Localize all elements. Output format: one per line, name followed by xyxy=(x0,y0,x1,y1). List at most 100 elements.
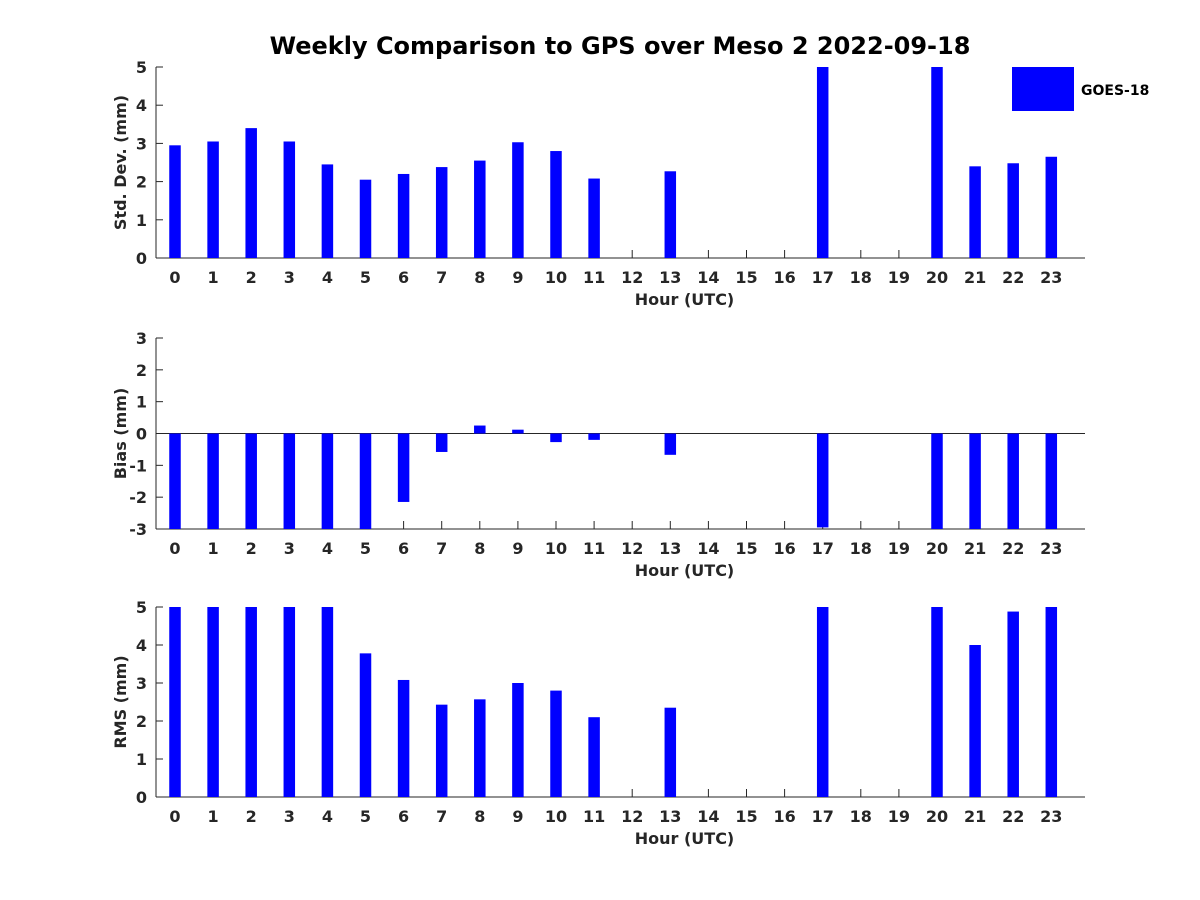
bar xyxy=(359,653,372,797)
bar xyxy=(969,433,981,529)
x-tick-label: 8 xyxy=(474,807,485,826)
x-tick-label: 23 xyxy=(1040,268,1062,287)
y-tick-label: 2 xyxy=(136,173,147,192)
bar xyxy=(969,166,981,258)
bar xyxy=(550,433,562,443)
x-tick-label: 8 xyxy=(474,268,485,287)
x-tick-label: 10 xyxy=(545,268,567,287)
bar xyxy=(321,164,334,258)
x-tick-label: 6 xyxy=(398,807,409,826)
x-tick-label: 6 xyxy=(398,539,409,558)
y-tick-label: 2 xyxy=(136,712,147,731)
bar xyxy=(397,173,410,258)
x-tick-label: 3 xyxy=(284,539,295,558)
x-tick-label: 11 xyxy=(583,268,605,287)
chart-title: Weekly Comparison to GPS over Meso 2 202… xyxy=(270,32,971,60)
y-tick-label: 2 xyxy=(136,361,147,380)
bar xyxy=(1045,433,1058,529)
y-axis-label: Std. Dev. (mm) xyxy=(111,95,130,230)
x-tick-label: 12 xyxy=(621,268,643,287)
y-tick-label: 3 xyxy=(136,134,147,153)
x-tick-label: 10 xyxy=(545,539,567,558)
x-tick-label: 19 xyxy=(888,539,910,558)
x-tick-label: 21 xyxy=(964,268,986,287)
x-tick-label: 14 xyxy=(697,539,719,558)
bar xyxy=(321,433,334,529)
x-tick-label: 14 xyxy=(697,268,719,287)
bar xyxy=(245,607,257,797)
x-tick-label: 7 xyxy=(436,807,447,826)
x-tick-label: 18 xyxy=(850,807,872,826)
x-tick-label: 4 xyxy=(322,268,333,287)
y-tick-label: 3 xyxy=(136,674,147,693)
y-tick-label: -1 xyxy=(129,456,147,475)
x-tick-label: 7 xyxy=(436,539,447,558)
x-tick-label: 9 xyxy=(512,539,523,558)
x-tick-label: 5 xyxy=(360,807,371,826)
x-tick-label: 8 xyxy=(474,539,485,558)
y-axis-label: RMS (mm) xyxy=(111,655,130,748)
x-tick-label: 13 xyxy=(659,539,681,558)
bar xyxy=(169,145,181,258)
x-tick-label: 14 xyxy=(697,807,719,826)
y-tick-label: 4 xyxy=(136,636,147,655)
bar xyxy=(474,160,486,258)
bar xyxy=(588,717,600,797)
bar xyxy=(969,645,981,797)
bar xyxy=(169,607,181,797)
x-tick-label: 16 xyxy=(773,268,795,287)
bar xyxy=(245,128,257,258)
x-tick-label: 9 xyxy=(512,268,523,287)
x-tick-label: 12 xyxy=(621,807,643,826)
x-tick-label: 1 xyxy=(208,268,219,287)
y-axis-label: Bias (mm) xyxy=(111,388,130,480)
x-tick-label: 22 xyxy=(1002,807,1024,826)
bar xyxy=(1007,433,1019,529)
x-tick-label: 19 xyxy=(888,268,910,287)
bar xyxy=(931,607,943,797)
bar xyxy=(1045,156,1058,258)
x-tick-label: 13 xyxy=(659,268,681,287)
y-tick-label: 5 xyxy=(136,58,147,77)
y-tick-label: -3 xyxy=(129,520,147,539)
bar xyxy=(1007,611,1019,797)
bar xyxy=(1045,607,1058,797)
x-tick-label: 11 xyxy=(583,539,605,558)
y-tick-label: 4 xyxy=(136,96,147,115)
bar xyxy=(359,433,372,529)
y-tick-label: 5 xyxy=(136,598,147,617)
bar xyxy=(435,433,448,452)
bar xyxy=(359,179,372,258)
x-tick-label: 17 xyxy=(812,268,834,287)
x-axis-label: Hour (UTC) xyxy=(635,561,735,580)
bar xyxy=(816,67,829,258)
y-tick-label: 1 xyxy=(136,393,147,412)
bar xyxy=(207,607,219,797)
bar xyxy=(512,142,524,258)
bar xyxy=(207,433,219,529)
x-tick-label: 3 xyxy=(284,268,295,287)
bar xyxy=(169,433,181,529)
x-tick-label: 9 xyxy=(512,807,523,826)
bar xyxy=(245,433,257,529)
legend: GOES-18 xyxy=(1012,67,1149,111)
x-tick-label: 2 xyxy=(246,539,257,558)
x-tick-label: 22 xyxy=(1002,268,1024,287)
x-tick-label: 21 xyxy=(964,539,986,558)
x-tick-label: 20 xyxy=(926,807,948,826)
x-tick-label: 5 xyxy=(360,268,371,287)
x-tick-label: 15 xyxy=(735,539,757,558)
x-tick-label: 18 xyxy=(850,268,872,287)
bar xyxy=(588,178,600,258)
bar xyxy=(816,607,829,797)
bar xyxy=(474,425,486,434)
legend-label: GOES-18 xyxy=(1081,83,1149,99)
bar xyxy=(931,433,943,529)
x-tick-label: 6 xyxy=(398,268,409,287)
y-tick-label: 0 xyxy=(136,249,147,268)
x-tick-label: 10 xyxy=(545,807,567,826)
